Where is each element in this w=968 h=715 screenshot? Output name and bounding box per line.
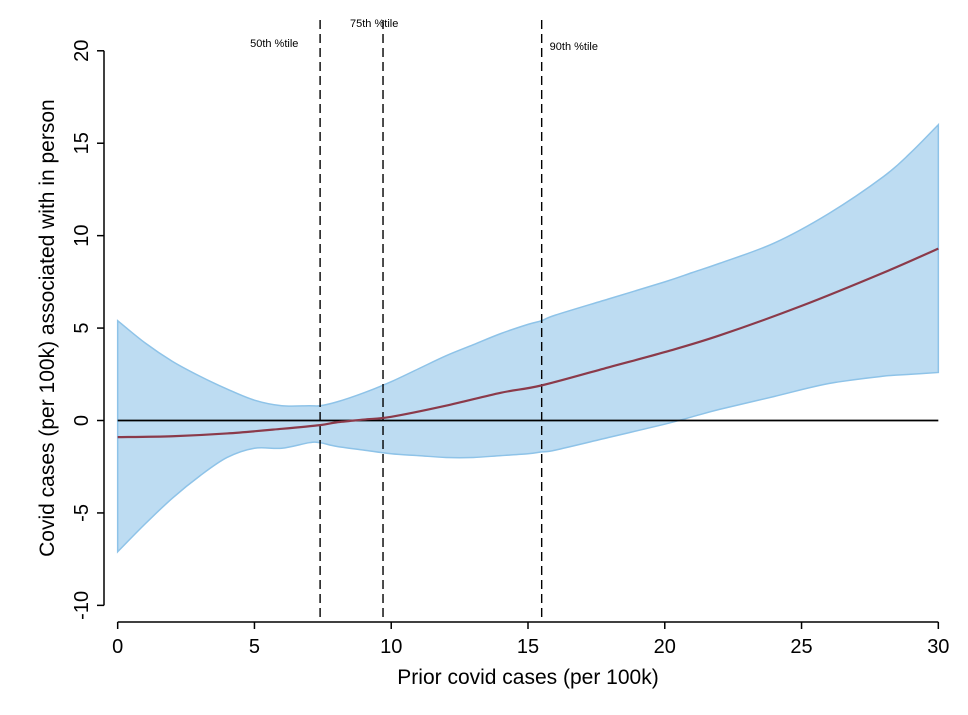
x-tick-label: 30 [927, 636, 949, 658]
estimate-line [117, 247, 939, 439]
x-tick-label: 20 [654, 636, 676, 658]
x-tick-label: 10 [380, 636, 402, 658]
y-tick-label: 20 [71, 40, 93, 62]
percentile-lines-layer: 50th %tile 75th %tile 90th %tile [250, 18, 598, 622]
confidence-band-layer [116, 122, 940, 554]
confidence-band [116, 122, 940, 554]
y-axis-title: Covid cases (per 100k) associated with i… [36, 99, 59, 557]
x-tick-label: 5 [249, 636, 260, 658]
y-tick-label: 10 [71, 225, 93, 247]
x-axis-title: Prior covid cases (per 100k) [397, 666, 658, 689]
y-tick-label: -10 [71, 591, 93, 620]
axes-layer: -10 -5 0 5 10 15 20 0 5 10 15 20 25 30 [71, 40, 949, 658]
percentile-label: 75th %tile [350, 18, 398, 30]
x-tick-label: 15 [517, 636, 539, 658]
x-tick-label: 25 [790, 636, 812, 658]
y-tick-label: -5 [71, 504, 93, 522]
y-tick-label: 5 [71, 323, 93, 334]
percentile-label: 90th %tile [550, 41, 598, 53]
y-tick-label: 0 [71, 415, 93, 426]
y-tick-label: 15 [71, 132, 93, 154]
percentile-label: 50th %tile [250, 38, 298, 50]
x-tick-label: 0 [112, 636, 123, 658]
estimate-line-layer [117, 247, 939, 439]
